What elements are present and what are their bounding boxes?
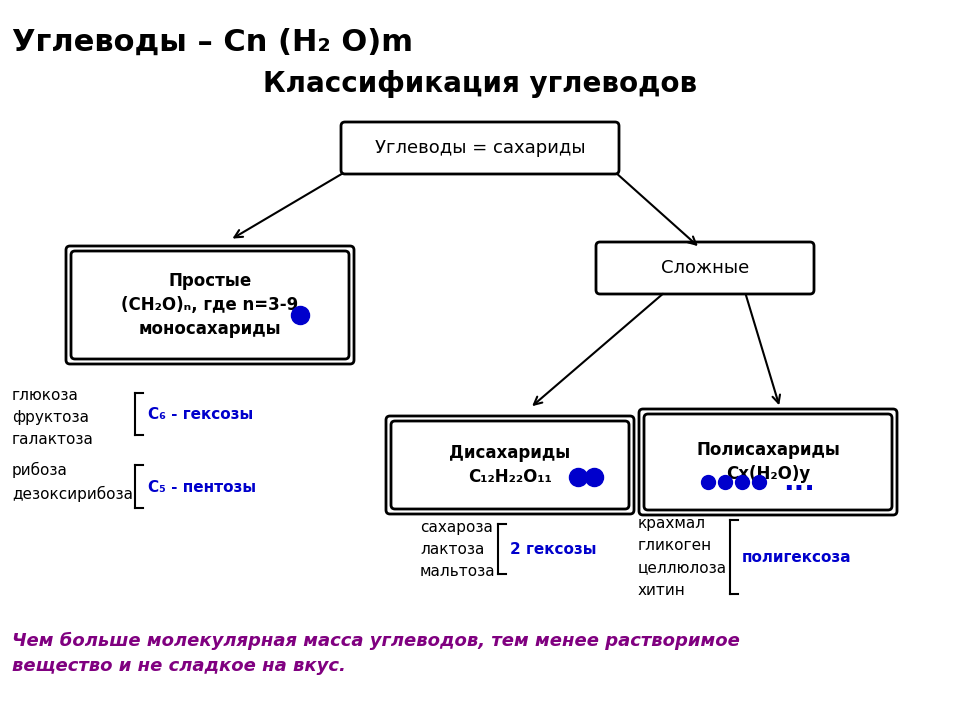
FancyBboxPatch shape [71, 251, 349, 359]
Text: Дисахариды
C₁₂H₂₂O₁₁: Дисахариды C₁₂H₂₂O₁₁ [449, 444, 570, 486]
Text: Классификация углеводов: Классификация углеводов [263, 70, 697, 98]
FancyBboxPatch shape [391, 421, 629, 509]
Text: ...: ... [783, 468, 815, 496]
Text: Сложные: Сложные [660, 259, 749, 277]
FancyBboxPatch shape [596, 242, 814, 294]
Text: Углеводы = сахариды: Углеводы = сахариды [374, 139, 586, 157]
Text: Простые
(CH₂O)ₙ, где n=3-9
моносахариды: Простые (CH₂O)ₙ, где n=3-9 моносахариды [121, 272, 299, 338]
Text: сахароза
лактоза
мальтоза: сахароза лактоза мальтоза [420, 520, 495, 580]
Text: крахмал
гликоген
целлюлоза
хитин: крахмал гликоген целлюлоза хитин [638, 516, 727, 598]
FancyBboxPatch shape [644, 414, 892, 510]
Text: C₅ - пентозы: C₅ - пентозы [148, 480, 256, 495]
Text: рибоза
дезоксирибоза: рибоза дезоксирибоза [12, 462, 133, 503]
Text: 2 гексозы: 2 гексозы [510, 541, 596, 557]
FancyBboxPatch shape [341, 122, 619, 174]
Text: полигексоза: полигексоза [742, 549, 852, 564]
Text: глюкоза
фруктоза
галактоза: глюкоза фруктоза галактоза [12, 388, 94, 447]
Text: C₆ - гексозы: C₆ - гексозы [148, 407, 253, 421]
Text: Полисахариды
Cx(H₂O)y: Полисахариды Cx(H₂O)y [696, 441, 840, 483]
Text: Углеводы – Cn (H₂ O)m: Углеводы – Cn (H₂ O)m [12, 28, 413, 57]
Text: Чем больше молекулярная масса углеводов, тем менее растворимое
вещество и не сла: Чем больше молекулярная масса углеводов,… [12, 632, 740, 675]
